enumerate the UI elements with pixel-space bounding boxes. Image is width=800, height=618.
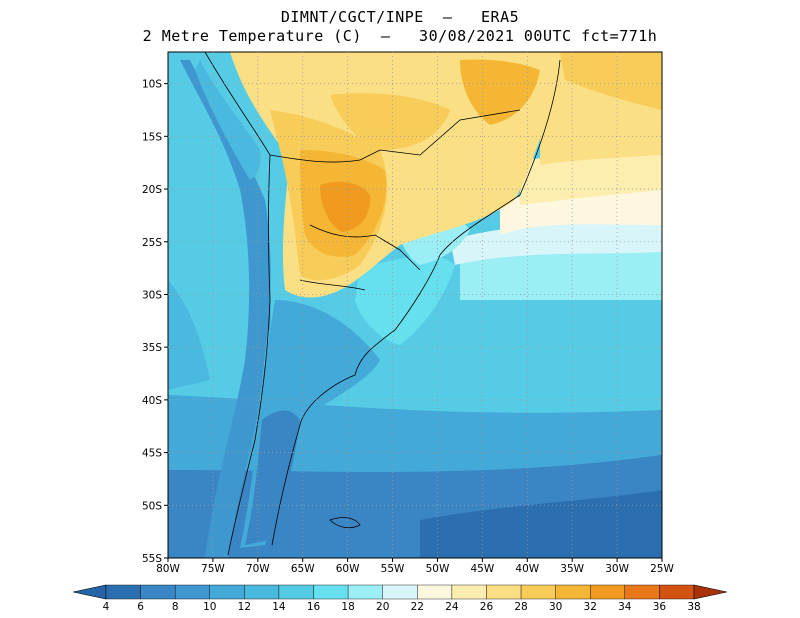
colorbar-label: 20 (376, 601, 389, 613)
map-title-line2: 2 Metre Temperature (C) – 30/08/2021 00U… (142, 27, 658, 45)
colorbar-high-arrow (693, 584, 728, 600)
colorbar-segment (624, 584, 660, 600)
lon-tick-label: 65W (291, 563, 315, 575)
colorbar-label: 6 (137, 601, 144, 613)
colorbar-segment (313, 584, 349, 600)
colorbar-label: 28 (514, 601, 527, 613)
graticule (168, 52, 662, 558)
colorbar-segment (451, 584, 487, 600)
colorbar-label: 22 (411, 601, 424, 613)
colorbar-segment (382, 584, 418, 600)
lon-tick-label: 75W (201, 563, 225, 575)
lon-tick-label: 35W (560, 563, 584, 575)
lat-tick-label: 30S (142, 289, 162, 301)
colorbar-label: 12 (238, 601, 251, 613)
colorbar-low-arrow (72, 584, 107, 600)
colorbar-label: 8 (172, 601, 179, 613)
colorbar-label: 34 (618, 601, 632, 613)
colorbar-label: 26 (480, 601, 494, 613)
colorbar-label: 10 (203, 601, 216, 613)
latitude-labels: 10S 15S 20S 25S 30S 35S 40S 45S 50S 55S (142, 79, 162, 565)
colorbar-segment (174, 584, 210, 600)
colorbar-segment (417, 584, 453, 600)
colorbar (72, 584, 728, 600)
colorbar-segment (278, 584, 314, 600)
colorbar-segment (520, 584, 556, 600)
coastlines (204, 52, 561, 556)
colorbar-label: 16 (307, 601, 321, 613)
lat-tick-label: 10S (142, 79, 162, 91)
lat-tick-label: 35S (142, 342, 162, 354)
lon-tick-label: 25W (650, 563, 674, 575)
colorbar-label: 36 (653, 601, 667, 613)
lat-tick-label: 45S (142, 448, 162, 460)
lon-tick-label: 30W (605, 563, 629, 575)
lon-tick-label: 50W (426, 563, 450, 575)
map-frame (167, 51, 663, 559)
colorbar-label: 18 (341, 601, 354, 613)
lat-tick-label: 20S (142, 184, 162, 196)
colorbar-labels: 4 6 8 10 12 14 16 18 20 22 24 26 28 30 32 34 36 38 (103, 601, 701, 613)
lon-tick-label: 70W (246, 563, 270, 575)
lon-tick-label: 80W (156, 563, 180, 575)
lat-tick-label: 25S (142, 237, 162, 249)
lat-tick-label: 40S (142, 395, 162, 407)
colorbar-segment (140, 584, 176, 600)
colorbar-segment (209, 584, 245, 600)
colorbar-segment (555, 584, 591, 600)
colorbar-label: 14 (272, 601, 286, 613)
lat-tick-label: 15S (142, 131, 162, 143)
longitude-labels: 80W 75W 70W 65W 60W 55W 50W 45W 40W 35W 30W 25W (156, 563, 674, 575)
colorbar-segment (659, 584, 695, 600)
colorbar-label: 30 (549, 601, 562, 613)
temperature-field (168, 52, 662, 558)
colorbar-segment (590, 584, 626, 600)
colorbar-segment (347, 584, 383, 600)
lat-tick-label: 55S (142, 553, 162, 565)
colorbar-label: 4 (103, 601, 110, 613)
colorbar-label: 24 (445, 601, 459, 613)
lon-tick-label: 55W (381, 563, 405, 575)
colorbar-segment (105, 584, 141, 600)
colorbar-label: 32 (584, 601, 597, 613)
lon-tick-label: 40W (515, 563, 539, 575)
lat-tick-label: 50S (142, 500, 162, 512)
colorbar-label: 38 (687, 601, 700, 613)
colorbar-segment (244, 584, 280, 600)
lon-tick-label: 60W (336, 563, 360, 575)
axis-ticks (164, 83, 663, 562)
lon-tick-label: 45W (470, 563, 494, 575)
map-title-line1: DIMNT/CGCT/INPE – ERA5 (280, 8, 520, 26)
colorbar-segment (486, 584, 522, 600)
